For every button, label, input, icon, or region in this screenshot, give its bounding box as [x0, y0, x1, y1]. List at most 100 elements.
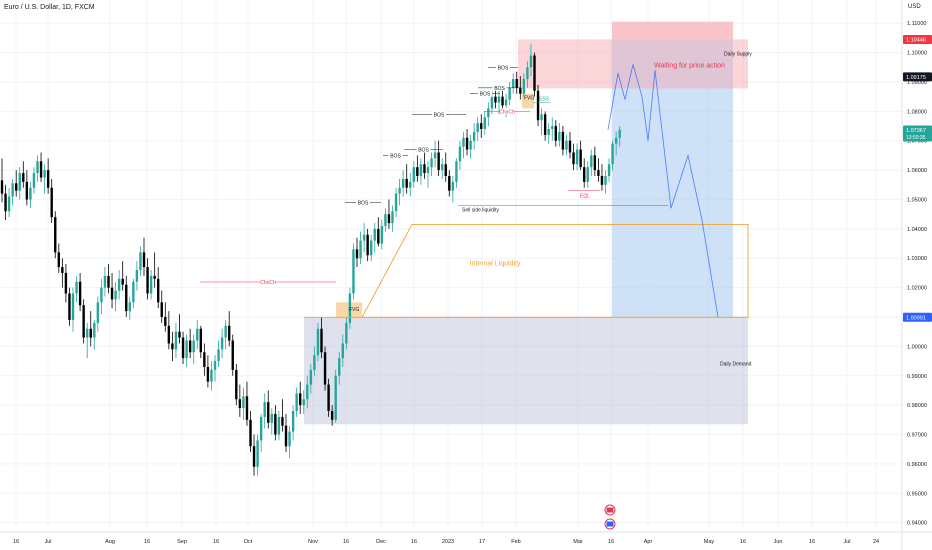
y-tick-label: 1.00000 — [907, 344, 927, 350]
candle — [469, 134, 472, 159]
candle-body — [572, 152, 575, 165]
x-tick-label: May — [704, 539, 715, 545]
candle — [61, 258, 64, 288]
candle-body — [71, 293, 75, 320]
candle-body — [309, 369, 313, 385]
structure-label: ChoCh — [499, 109, 515, 115]
candle — [320, 317, 323, 359]
candle — [543, 111, 547, 141]
candle — [426, 161, 430, 188]
projection-path — [607, 64, 719, 318]
candle-body — [15, 183, 18, 191]
candle-body — [430, 158, 433, 168]
candle-body — [359, 240, 362, 259]
y-tick-label: 1.05000 — [907, 197, 927, 203]
candle — [483, 111, 486, 135]
price-label: 1.00991 — [903, 312, 932, 322]
candle — [348, 287, 352, 329]
candle-body — [117, 278, 121, 291]
candle-body — [157, 278, 160, 303]
candle-body — [409, 181, 412, 188]
candle — [54, 211, 57, 259]
candle-body — [267, 402, 270, 423]
candle-body — [433, 152, 437, 159]
eu-us-flag-icon — [604, 518, 616, 530]
y-tick-label: 0.95000 — [907, 491, 927, 497]
candle — [231, 334, 234, 376]
x-tick-label: 16 — [213, 539, 219, 545]
candle — [164, 302, 167, 332]
candle — [480, 114, 483, 138]
candle-body — [391, 211, 394, 223]
candle-body — [536, 90, 540, 121]
y-tick-label: 1.06000 — [907, 168, 927, 174]
candle-body — [50, 187, 53, 218]
candle-body — [7, 196, 11, 212]
candle-body — [277, 416, 281, 435]
candle — [142, 237, 146, 276]
candle-body — [274, 413, 277, 435]
x-tick-label: 24 — [873, 539, 879, 545]
candle-body — [217, 349, 220, 362]
candle-body — [252, 446, 256, 467]
candle — [416, 155, 419, 182]
structure-label: BOS — [418, 148, 429, 154]
candle — [245, 381, 249, 426]
y-axis: 0.94000 0.95000 0.96000 0.97000 0.98000 0.990… — [901, 0, 927, 550]
y-tick-label: 1.09000 — [907, 80, 927, 86]
candle-body — [423, 164, 426, 174]
candle-body — [469, 140, 472, 150]
candle — [590, 149, 593, 176]
candle-body — [302, 399, 305, 406]
price-label-bg — [903, 72, 932, 82]
candle-body — [164, 317, 167, 326]
candle-body — [224, 325, 227, 338]
structure-label-bg — [356, 199, 370, 206]
candle — [384, 208, 387, 232]
candle-body — [43, 170, 46, 178]
x-tick-label: Jul — [843, 539, 850, 545]
candle-body — [590, 155, 593, 168]
candle — [448, 170, 451, 197]
candle — [220, 328, 224, 359]
candle — [561, 126, 565, 156]
candle-body — [529, 55, 533, 68]
eql-label: EQL — [580, 194, 590, 200]
candle-body — [178, 331, 181, 338]
candle — [167, 311, 171, 350]
candle — [583, 158, 586, 188]
candle-body — [394, 193, 398, 212]
candle-body — [551, 126, 554, 129]
candle — [586, 161, 589, 188]
x-tick-label: 16 — [608, 539, 614, 545]
candle — [458, 140, 462, 171]
candle — [618, 126, 621, 147]
candle-body — [284, 425, 288, 447]
candle — [380, 220, 384, 250]
structure-label: BOS — [480, 92, 491, 98]
candle-body — [377, 228, 380, 244]
candle — [572, 143, 575, 171]
candle-body — [121, 278, 124, 285]
candle — [497, 90, 501, 115]
structure-label: BOS — [358, 200, 369, 206]
candle-body — [366, 234, 369, 256]
candle — [178, 314, 181, 344]
candle-body — [483, 117, 486, 129]
candle — [192, 334, 195, 365]
candle — [103, 267, 107, 297]
candle — [522, 73, 526, 97]
candle — [430, 152, 433, 176]
sell-side-label: Sell side liquidity — [462, 207, 499, 213]
y-tick-label: 0.94000 — [907, 521, 927, 527]
candle — [82, 299, 85, 344]
candle — [277, 411, 281, 441]
daily-supply-zone — [518, 39, 748, 89]
annotations: Internal LiquidityChoChBOSBOSBOSBOSBOSBO… — [200, 52, 752, 530]
candle — [288, 425, 291, 459]
candle — [4, 184, 7, 221]
y-tick-label: 1.10000 — [907, 51, 927, 57]
y-tick-label: 1.08000 — [907, 109, 927, 115]
